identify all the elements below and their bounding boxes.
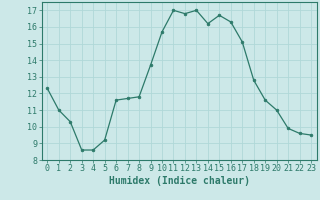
- X-axis label: Humidex (Indice chaleur): Humidex (Indice chaleur): [109, 176, 250, 186]
